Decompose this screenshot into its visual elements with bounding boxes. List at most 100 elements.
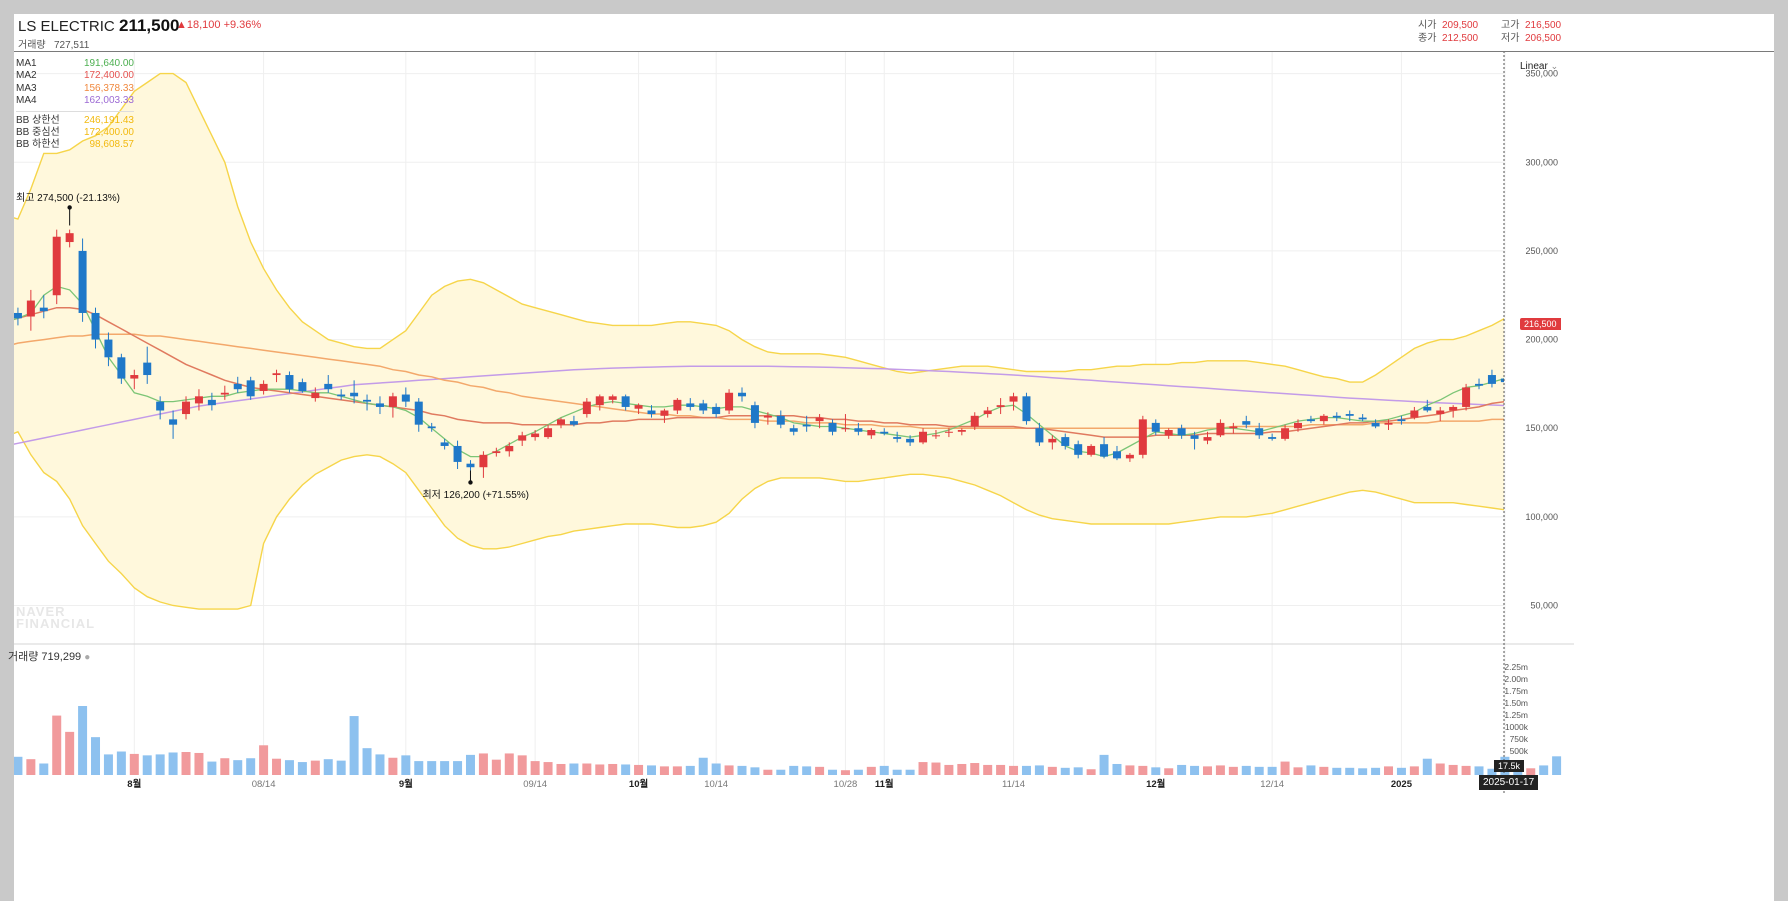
candle-body: [828, 422, 837, 432]
ohlc-low: 저가 206,500: [1501, 29, 1561, 44]
volume-bar: [621, 764, 631, 775]
chart-svg[interactable]: 50,000 100,000 150,000 200,000 250,000 300,00…: [14, 14, 1774, 901]
candle-body: [595, 396, 604, 406]
candle-body: [1242, 421, 1251, 425]
candle-body: [169, 419, 178, 425]
volume-summary: 거래량 727,511: [18, 36, 89, 51]
candle-body: [220, 392, 229, 395]
low-value: 206,500: [1524, 33, 1562, 44]
candle-body: [634, 405, 643, 409]
candle-body: [608, 396, 617, 400]
volume-bar: [401, 755, 411, 775]
candle-body: [647, 410, 656, 415]
candle-body: [944, 431, 953, 433]
volume-bar: [52, 715, 62, 775]
candle-body: [931, 435, 940, 437]
candle-body: [1345, 414, 1354, 416]
volume-bar: [1177, 764, 1187, 775]
candle-body: [505, 445, 514, 452]
volume-bar: [1254, 766, 1264, 775]
volume-bar: [1099, 754, 1109, 775]
volume-bar: [1138, 765, 1148, 775]
volume-bar: [672, 766, 682, 775]
volume-bar: [181, 752, 191, 775]
scale-mode-button[interactable]: Linear ⌄: [1520, 61, 1558, 72]
volume-bar: [1047, 766, 1057, 775]
volume-bar: [478, 753, 488, 775]
x-axis-label: 11월: [875, 778, 894, 790]
candle-body: [1216, 422, 1225, 436]
candle-body: [1306, 419, 1315, 422]
low-marker-dot: [468, 480, 473, 485]
x-axis-label: 10/14: [704, 779, 728, 790]
volume-bar: [1190, 765, 1200, 775]
price-tick-label: 100,000: [1525, 512, 1558, 522]
candle-body: [1436, 410, 1445, 415]
volume-bar: [1448, 764, 1458, 775]
volume-bar: [91, 737, 101, 775]
candle-body: [1566, 364, 1574, 369]
volume-bar: [272, 758, 282, 775]
volume-bar: [155, 754, 165, 775]
volume-bar: [1021, 765, 1031, 775]
volume-bar: [556, 763, 566, 775]
candle-body: [1397, 419, 1406, 422]
stock-name: LS ELECTRIC: [18, 18, 115, 35]
candle-body: [556, 419, 565, 425]
candle-body: [1514, 389, 1522, 391]
volume-bar: [905, 769, 915, 775]
candle-body: [763, 415, 772, 418]
volume-tick-label: 750k: [1510, 734, 1529, 744]
volume-bar: [284, 760, 294, 775]
volume-tick-label: 1.50m: [1504, 698, 1528, 708]
candle-body: [1203, 437, 1212, 441]
candle-body: [569, 421, 578, 425]
candle-body: [440, 442, 449, 446]
volume-bar: [427, 761, 437, 775]
candle-body: [1319, 415, 1328, 422]
volume-bar: [737, 765, 747, 775]
bollinger-lower-line: [14, 430, 1504, 610]
candle-body: [1190, 435, 1199, 439]
settings-dot-icon[interactable]: ●: [84, 652, 91, 663]
candle-body: [725, 392, 734, 411]
candle-body: [1022, 396, 1031, 422]
candle-body: [582, 401, 591, 415]
volume-bar: [1267, 766, 1277, 775]
volume-bar: [14, 756, 23, 775]
candle-body: [388, 396, 397, 407]
volume-bar: [530, 761, 540, 775]
volume-bar: [207, 761, 217, 775]
volume-bar: [375, 754, 385, 775]
candle-body: [1527, 368, 1535, 389]
volume-bar: [388, 757, 398, 775]
volume-bar: [116, 751, 126, 775]
candle-body: [156, 401, 165, 411]
candle-body: [1151, 422, 1160, 432]
stock-header: LS ELECTRIC 211,500 ▲18,100 +9.36% 거래량 7…: [14, 14, 1774, 52]
candle-body: [970, 415, 979, 427]
volume-bar: [1060, 767, 1070, 775]
volume-bar: [1396, 767, 1406, 775]
candle-body: [1540, 368, 1548, 375]
volume-tick-label: 1.75m: [1504, 686, 1528, 696]
candle-body: [207, 399, 216, 406]
volume-bar: [142, 755, 152, 775]
x-axis-label: 9월: [399, 778, 413, 790]
volume-bar: [129, 753, 139, 775]
volume-tick-label: 1000k: [1505, 722, 1529, 732]
volume-bar: [1384, 766, 1394, 775]
volume-bar: [944, 764, 954, 775]
volume-bar: [595, 764, 605, 775]
candle-body: [453, 445, 462, 462]
price-tick-label: 200,000: [1525, 335, 1558, 345]
ohlc-close: 종가 212,500: [1418, 29, 1478, 44]
bollinger-band-fill: [14, 73, 1504, 610]
volume-bar: [1474, 766, 1484, 775]
price-tick-label: 350,000: [1525, 69, 1558, 79]
volume-bar: [1539, 765, 1549, 775]
candle-body: [78, 250, 87, 313]
bollinger-upper-line: [14, 72, 1504, 383]
candle-body: [841, 428, 850, 430]
volume-bar: [259, 745, 269, 775]
